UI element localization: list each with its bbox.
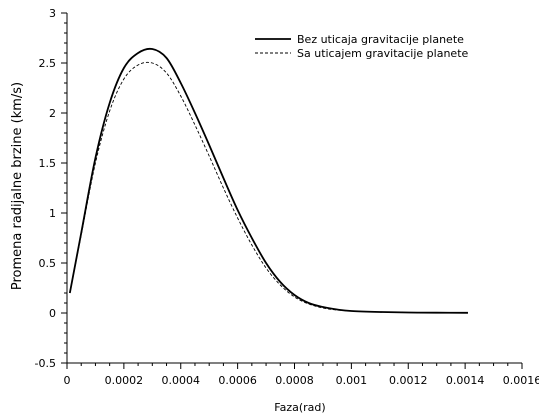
y-tick-label: 3 — [49, 7, 56, 20]
x-tick-label: 0.0006 — [218, 374, 257, 387]
series-line-sa-uticajem — [69, 61, 352, 312]
x-tick-label: 0.0008 — [275, 374, 314, 387]
y-tick-label: 1 — [49, 207, 56, 220]
y-axis-title: Promena radijalne brzine (km/s) — [10, 82, 25, 290]
y-tick-label: 0.5 — [39, 257, 57, 270]
x-tick-label: 0.0016 — [503, 374, 539, 387]
plot-area — [68, 47, 468, 314]
x-tick-label: 0.0014 — [446, 374, 485, 387]
legend-label: Bez uticaja gravitacije planete — [297, 33, 464, 46]
axes: -0.5 0 0.5 1 1.5 2 2.5 3 0 0.0002 0.0004 0.0006 0.00… — [35, 7, 539, 387]
x-tick-label: 0 — [64, 374, 71, 387]
legend-label: Sa uticajem gravitacije planete — [297, 47, 469, 60]
x-axis-title: Faza(rad) — [274, 401, 325, 414]
x-tick-label: 0.001 — [336, 374, 368, 387]
y-tick-label: 1.5 — [39, 157, 57, 170]
y-tick-label: 2.5 — [39, 57, 57, 70]
y-tick-label: 2 — [49, 107, 56, 120]
y-tick-label: -0.5 — [35, 357, 56, 370]
y-tick-label: 0 — [49, 307, 56, 320]
series-line-bez-uticaja — [68, 47, 468, 314]
x-tick-label: 0.0004 — [162, 374, 201, 387]
x-tick-label: 0.0012 — [389, 374, 428, 387]
x-tick-label: 0.0002 — [105, 374, 144, 387]
